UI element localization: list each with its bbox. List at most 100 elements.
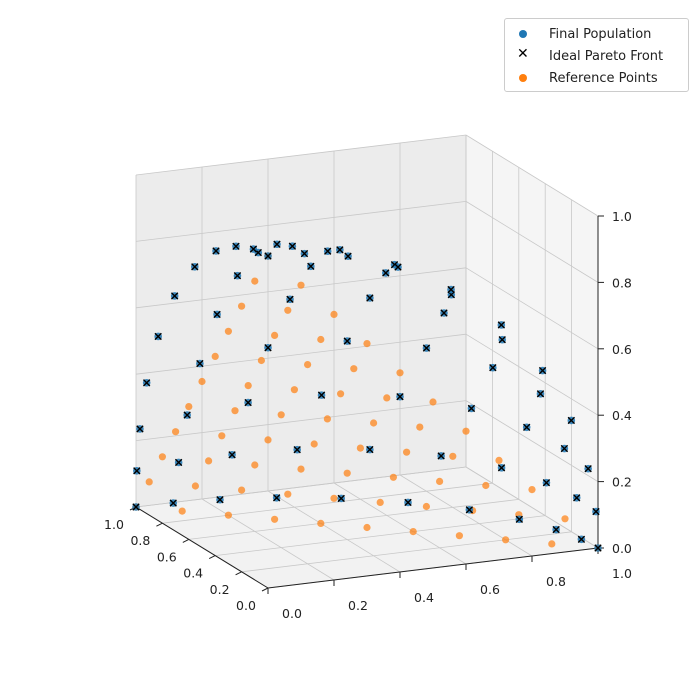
pareto-front-marker bbox=[498, 336, 506, 344]
pareto-front-marker bbox=[142, 379, 151, 387]
pareto-front-marker bbox=[560, 444, 569, 453]
pareto-front-marker bbox=[497, 321, 506, 329]
legend-label-reference-points: Reference Points bbox=[549, 70, 658, 86]
pareto-front-marker bbox=[288, 242, 297, 250]
pareto-front-marker bbox=[404, 498, 412, 507]
z-tick-label: 0.2 bbox=[612, 475, 632, 490]
pareto-front-marker bbox=[183, 411, 191, 419]
pareto-front-marker bbox=[538, 366, 547, 375]
reference-point bbox=[284, 306, 292, 314]
pareto-front-marker bbox=[232, 242, 240, 250]
reference-point bbox=[330, 494, 338, 502]
pareto-front-marker bbox=[264, 344, 272, 352]
reference-point bbox=[317, 519, 325, 528]
reference-point bbox=[548, 540, 556, 548]
grid-line bbox=[135, 134, 467, 176]
reference-point bbox=[244, 382, 252, 390]
reference-point bbox=[429, 398, 437, 406]
y-axis-line bbox=[267, 547, 599, 589]
pareto-front-marker bbox=[249, 245, 258, 253]
pareto-front-marker bbox=[324, 247, 332, 255]
reference-point bbox=[205, 457, 213, 465]
reference-point bbox=[330, 310, 338, 318]
reference-point bbox=[317, 335, 325, 344]
z-tick-label: 1.0 bbox=[612, 209, 632, 224]
x-tick-label: 0.2 bbox=[210, 582, 230, 597]
grid-line bbox=[333, 482, 467, 565]
pareto-front-marker bbox=[382, 269, 390, 277]
pareto-front-marker bbox=[515, 515, 524, 524]
z-tick-label: 0.4 bbox=[612, 408, 632, 423]
legend-label-ideal-pareto-front: Ideal Pareto Front bbox=[549, 48, 664, 64]
pareto-front-marker bbox=[594, 544, 602, 552]
reference-point bbox=[238, 302, 246, 310]
pareto-front-marker bbox=[133, 467, 141, 475]
reference-point bbox=[297, 281, 305, 289]
reference-point bbox=[290, 386, 298, 394]
z-tick-label: 0.8 bbox=[612, 275, 632, 290]
reference-point bbox=[251, 277, 259, 285]
reference-point bbox=[389, 473, 397, 481]
pareto-front-marker bbox=[437, 452, 445, 460]
reference-point bbox=[370, 419, 378, 427]
pareto-front-marker bbox=[552, 525, 560, 534]
pareto-front-marker bbox=[536, 390, 545, 398]
pareto-front-marker bbox=[447, 285, 455, 294]
x-tick-mark bbox=[235, 571, 242, 576]
pareto-front-marker bbox=[196, 359, 204, 368]
y-tick-label: 0.0 bbox=[282, 606, 302, 621]
reference-point bbox=[409, 528, 417, 536]
pareto-front-marker bbox=[584, 464, 592, 473]
pareto-front-marker bbox=[300, 249, 309, 258]
pareto-front-marker bbox=[136, 425, 144, 433]
pareto-front-marker bbox=[577, 535, 586, 543]
pareto-front-marker bbox=[489, 364, 497, 372]
grid-line bbox=[465, 267, 599, 350]
y-tick-label: 0.2 bbox=[348, 598, 368, 613]
reference-point bbox=[561, 515, 569, 523]
x-tick-label: 0.0 bbox=[236, 598, 256, 613]
back-pane-left bbox=[136, 135, 466, 507]
grid-line bbox=[241, 531, 572, 573]
pareto-front-marker bbox=[216, 496, 224, 504]
legend-label-final-population: Final Population bbox=[549, 26, 652, 42]
reference-point bbox=[224, 327, 232, 335]
grid-line bbox=[162, 482, 493, 524]
reference-point bbox=[403, 448, 411, 456]
grid-line bbox=[267, 490, 401, 573]
y-tick-label: 0.8 bbox=[546, 574, 566, 589]
reference-point bbox=[449, 452, 457, 460]
pareto-front-marker bbox=[343, 337, 351, 345]
reference-point bbox=[376, 498, 384, 506]
legend-item-final-population: Final Population bbox=[515, 25, 651, 43]
reference-point bbox=[198, 377, 206, 386]
pareto-front-marker bbox=[465, 506, 474, 514]
grid-line bbox=[135, 400, 467, 441]
grid-line bbox=[465, 400, 599, 482]
pareto-front-marker bbox=[422, 344, 431, 352]
pareto-front-marker bbox=[523, 423, 531, 431]
back-pane-right bbox=[466, 135, 598, 548]
z-tick-label: 0.0 bbox=[612, 541, 632, 556]
x-tick-label: 1.0 bbox=[104, 517, 124, 532]
pareto-front-marker bbox=[573, 494, 581, 502]
pareto-front-marker bbox=[273, 240, 281, 248]
reference-point bbox=[158, 453, 166, 461]
x-tick-label: 0.4 bbox=[183, 566, 203, 581]
pareto-front-marker bbox=[467, 404, 476, 413]
grid-line bbox=[399, 474, 533, 557]
reference-point bbox=[455, 532, 463, 540]
reference-point bbox=[264, 436, 272, 444]
grid-line bbox=[201, 498, 335, 581]
reference-point bbox=[271, 515, 279, 523]
pareto-front-marker bbox=[174, 458, 183, 467]
reference-point bbox=[396, 369, 404, 377]
pareto-front-marker bbox=[344, 252, 352, 260]
reference-point bbox=[297, 465, 305, 473]
x-tick-mark bbox=[182, 538, 190, 543]
reference-point bbox=[178, 507, 186, 515]
reference-point bbox=[172, 428, 180, 436]
reference-point bbox=[363, 523, 371, 532]
pareto-front-marker bbox=[317, 391, 326, 399]
